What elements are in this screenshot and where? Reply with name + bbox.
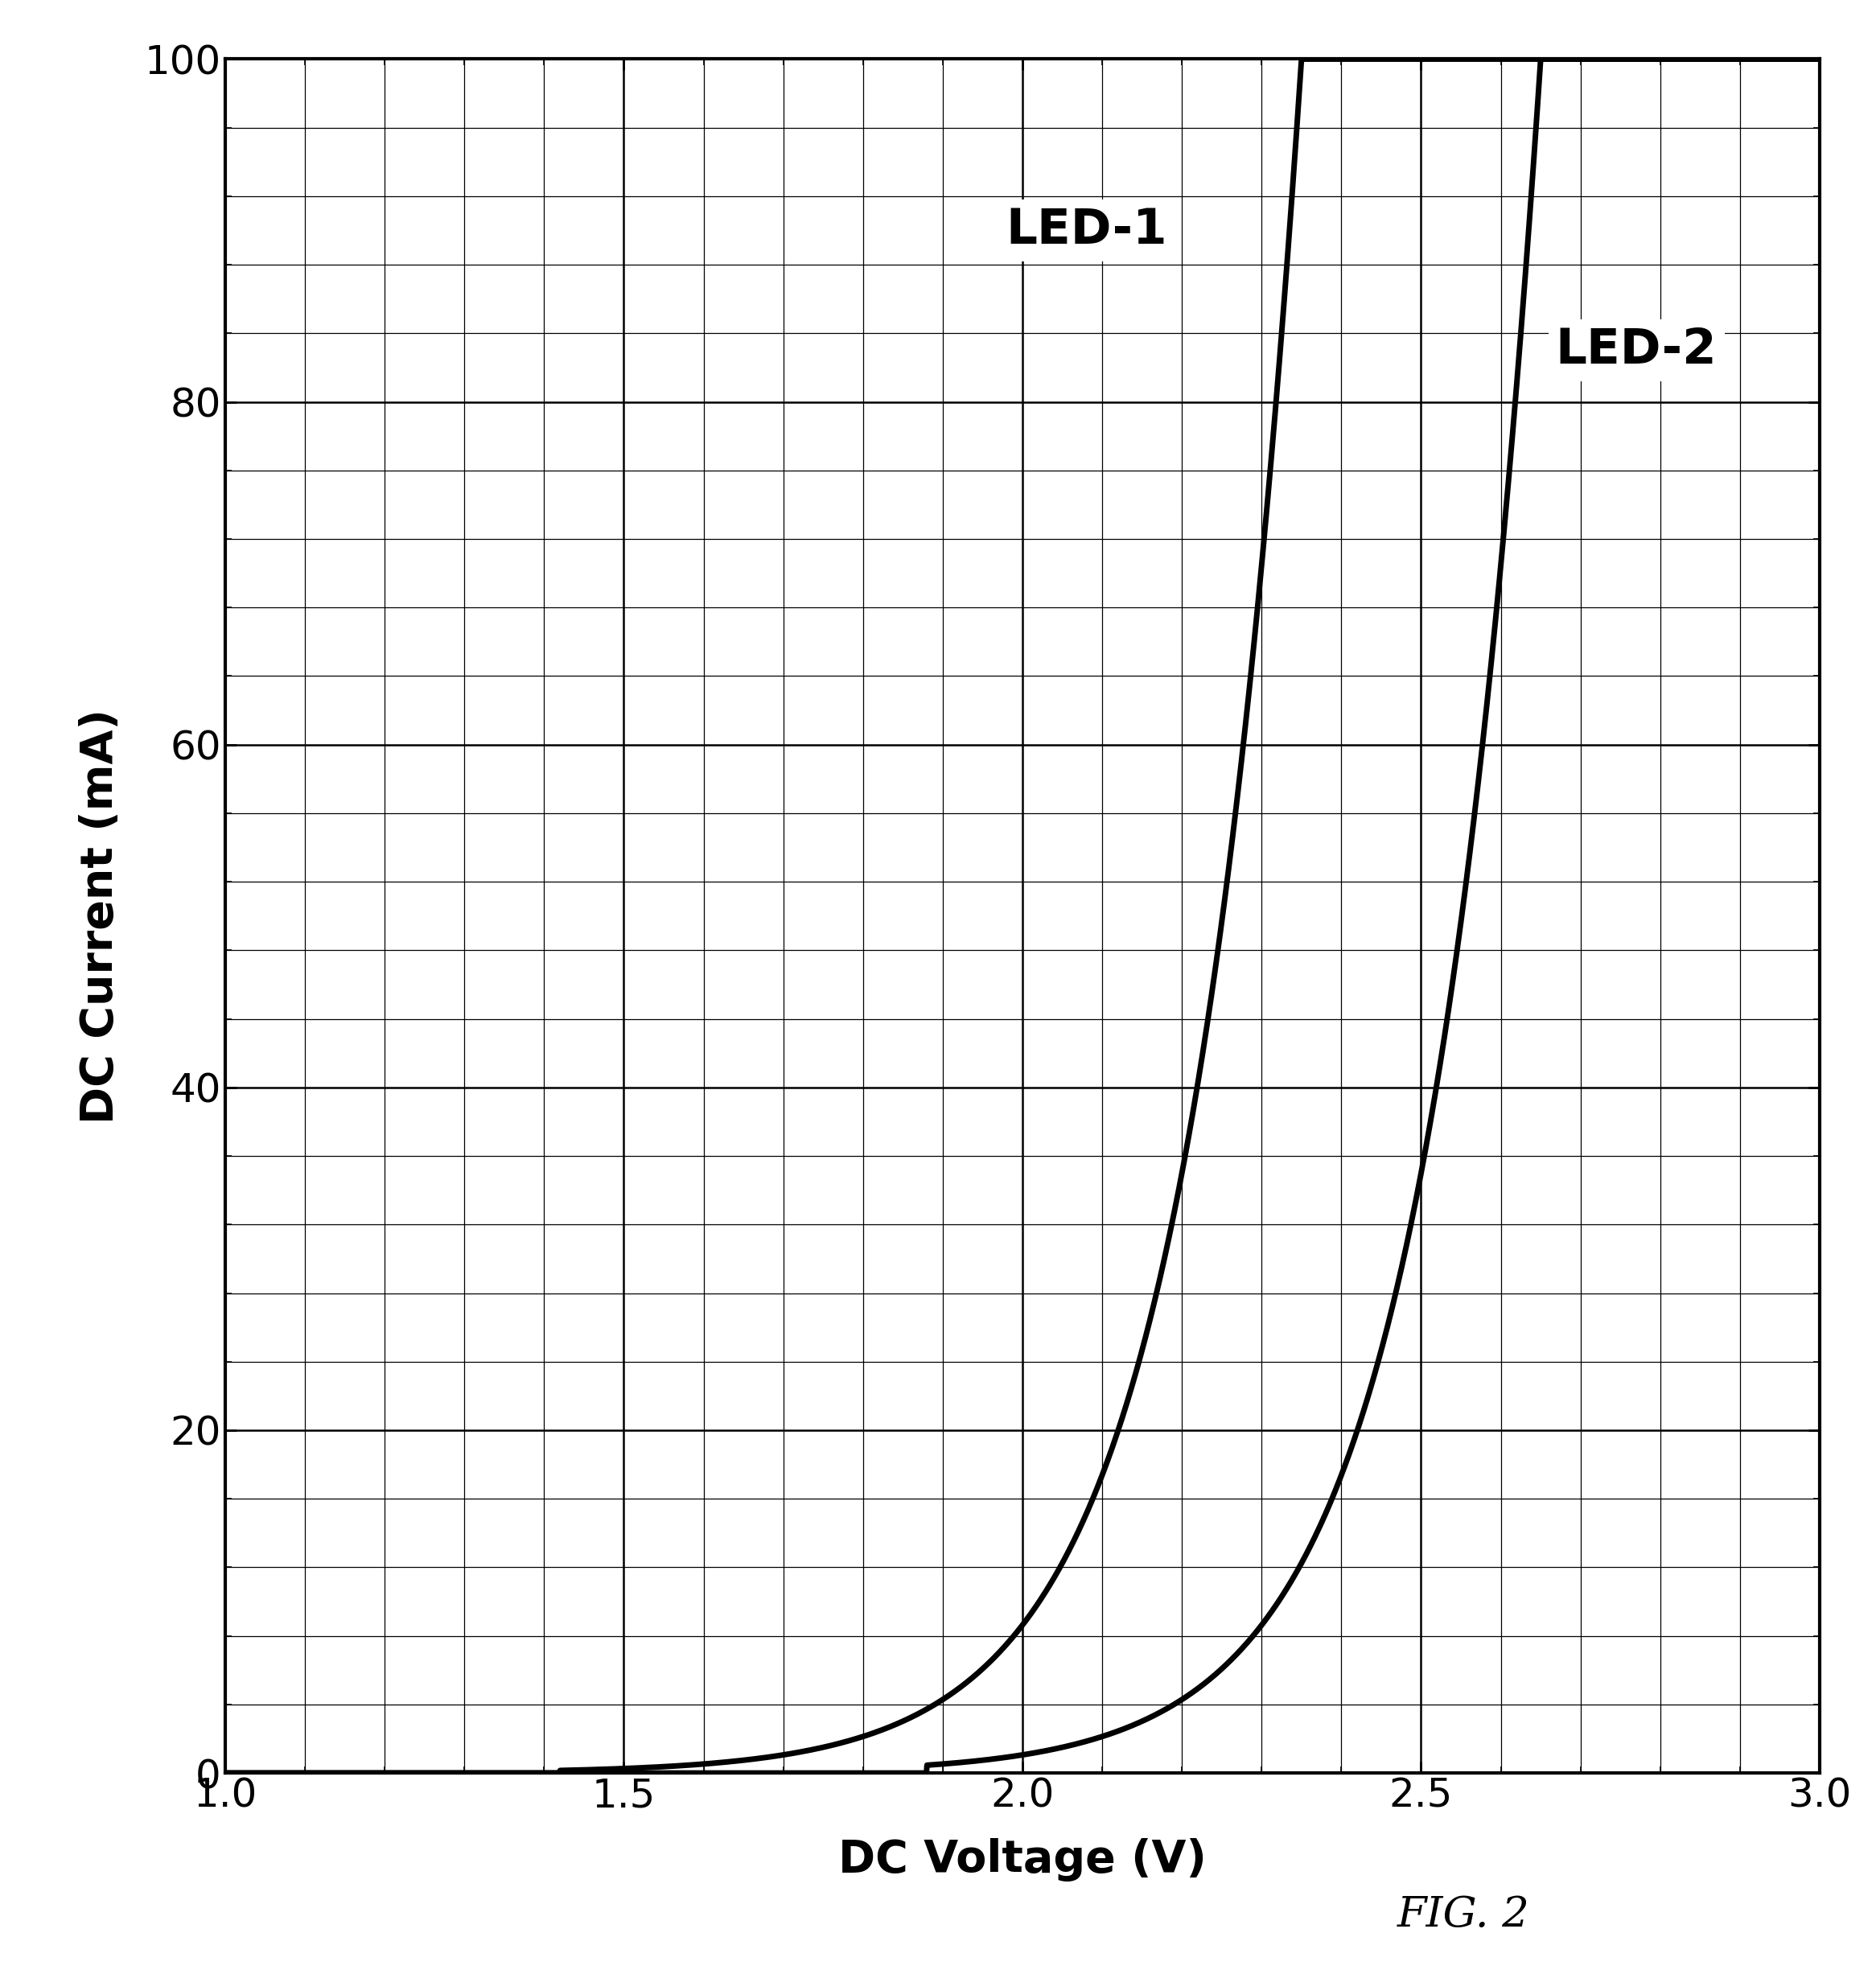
Y-axis label: DC Current (mA): DC Current (mA) [79,709,122,1123]
X-axis label: DC Voltage (V): DC Voltage (V) [839,1838,1206,1881]
Text: FIG. 2: FIG. 2 [1398,1895,1529,1935]
Text: LED-1: LED-1 [1006,207,1167,254]
Text: LED-2: LED-2 [1555,327,1717,374]
